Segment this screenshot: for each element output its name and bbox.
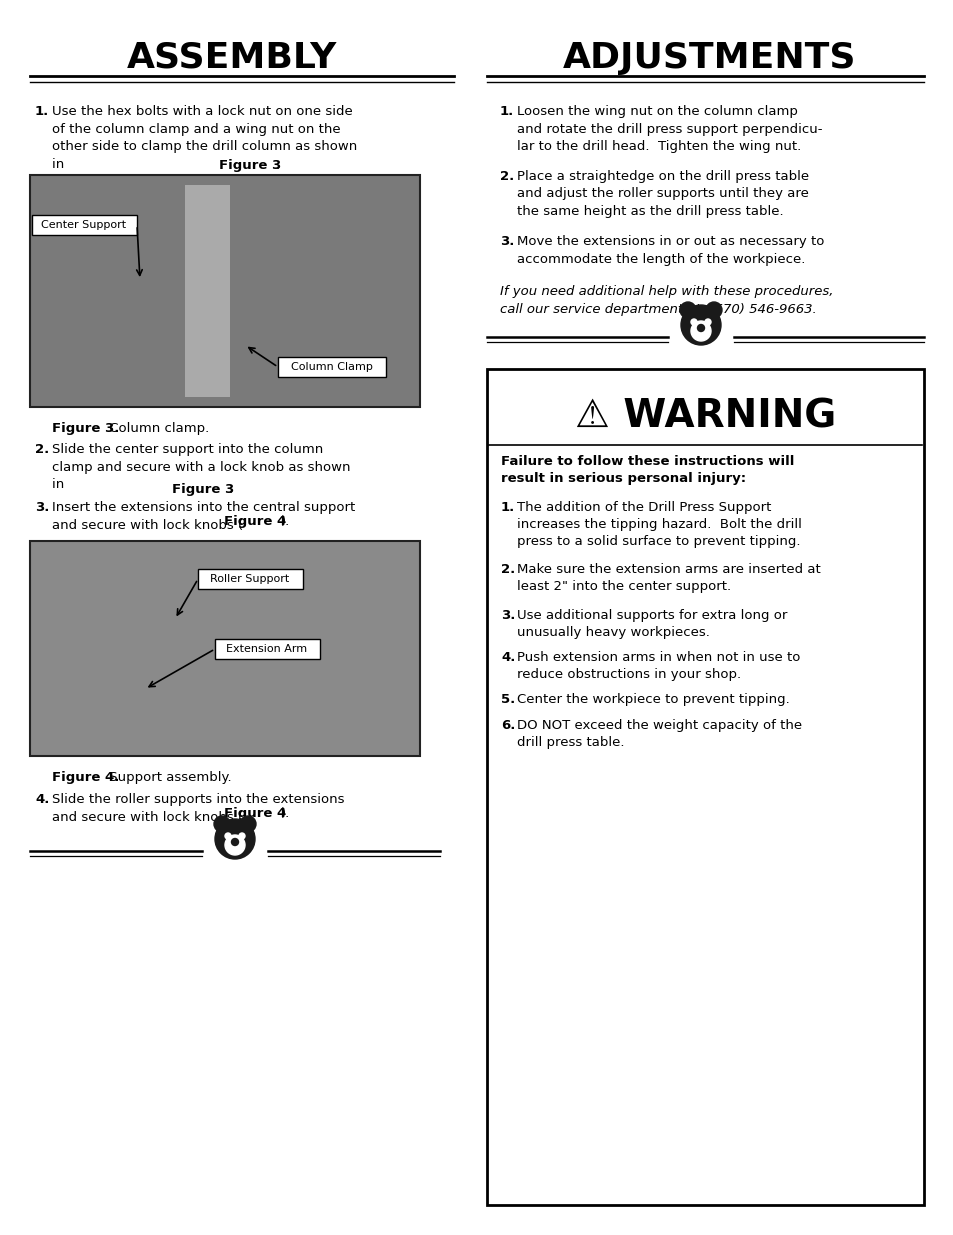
Circle shape (679, 303, 696, 317)
Text: Place a straightedge on the drill press table
and adjust the roller supports unt: Place a straightedge on the drill press … (517, 170, 808, 219)
Text: ASSEMBLY: ASSEMBLY (127, 41, 336, 75)
Text: Figure 4: Figure 4 (224, 806, 286, 820)
Bar (32, 215, 137, 235)
Text: Failure to follow these instructions will
result in serious personal injury:: Failure to follow these instructions wil… (500, 454, 794, 485)
Text: Figure 3: Figure 3 (172, 483, 234, 496)
Circle shape (697, 325, 703, 331)
Bar (277, 357, 386, 377)
Text: ⚠ WARNING: ⚠ WARNING (575, 398, 835, 436)
Text: ADJUSTMENTS: ADJUSTMENTS (562, 41, 856, 75)
Circle shape (214, 819, 254, 860)
Text: Support assembly.: Support assembly. (105, 771, 232, 784)
Circle shape (225, 835, 245, 855)
FancyBboxPatch shape (30, 175, 419, 408)
Bar (185, 185, 230, 396)
Circle shape (690, 321, 710, 341)
Text: .: . (275, 159, 280, 172)
Text: .: . (229, 483, 233, 496)
Text: 2.: 2. (35, 443, 50, 456)
Text: Insert the extensions into the central support
and secure with lock knobs (: Insert the extensions into the central s… (52, 501, 355, 531)
Bar (214, 638, 319, 659)
Circle shape (225, 832, 231, 839)
Text: 1.: 1. (499, 105, 514, 119)
Text: DO NOT exceed the weight capacity of the
drill press table.: DO NOT exceed the weight capacity of the… (517, 719, 801, 748)
Text: Figure 3: Figure 3 (219, 159, 281, 172)
Text: The addition of the Drill Press Support
increases the tipping hazard.  Bolt the : The addition of the Drill Press Support … (517, 501, 801, 548)
Circle shape (705, 303, 721, 317)
Text: Center Support: Center Support (41, 220, 127, 230)
Text: ).: ). (281, 806, 290, 820)
Text: Make sure the extension arms are inserted at
least 2" into the center support.: Make sure the extension arms are inserte… (517, 563, 820, 593)
Text: 3.: 3. (35, 501, 50, 514)
Text: Move the extensions in or out as necessary to
accommodate the length of the work: Move the extensions in or out as necessa… (517, 235, 823, 266)
FancyBboxPatch shape (30, 541, 419, 756)
Text: Loosen the wing nut on the column clamp
and rotate the drill press support perpe: Loosen the wing nut on the column clamp … (517, 105, 821, 153)
Text: Column clamp.: Column clamp. (105, 422, 209, 435)
Circle shape (232, 839, 238, 846)
Text: Use the hex bolts with a lock nut on one side
of the column clamp and a wing nut: Use the hex bolts with a lock nut on one… (52, 105, 356, 170)
Text: 6.: 6. (500, 719, 515, 732)
Text: If you need additional help with these procedures,
call our service department a: If you need additional help with these p… (499, 285, 833, 315)
Circle shape (213, 816, 230, 832)
Text: Column Clamp: Column Clamp (291, 362, 373, 372)
Text: 4.: 4. (500, 651, 515, 664)
Text: 3.: 3. (500, 609, 515, 622)
Text: Roller Support: Roller Support (211, 574, 290, 584)
Text: 2.: 2. (499, 170, 514, 183)
Text: Center the workpiece to prevent tipping.: Center the workpiece to prevent tipping. (517, 693, 789, 706)
Text: Extension Arm: Extension Arm (226, 643, 307, 655)
Text: 1.: 1. (500, 501, 515, 514)
Text: 2.: 2. (500, 563, 515, 576)
Text: Figure 4.: Figure 4. (52, 771, 119, 784)
Text: ).: ). (281, 515, 290, 529)
Text: Push extension arms in when not in use to
reduce obstructions in your shop.: Push extension arms in when not in use t… (517, 651, 800, 680)
Text: 4.: 4. (35, 793, 50, 806)
FancyBboxPatch shape (486, 369, 923, 1205)
Text: 5.: 5. (500, 693, 515, 706)
Text: Slide the roller supports into the extensions
and secure with lock knobs (: Slide the roller supports into the exten… (52, 793, 344, 824)
Text: 3.: 3. (499, 235, 514, 248)
Text: 1.: 1. (35, 105, 50, 119)
Text: Figure 3.: Figure 3. (52, 422, 119, 435)
Circle shape (239, 832, 245, 839)
Bar (198, 569, 303, 589)
Circle shape (690, 319, 697, 325)
Circle shape (680, 305, 720, 345)
Circle shape (240, 816, 255, 832)
Text: Figure 4: Figure 4 (224, 515, 286, 529)
Text: Slide the center support into the column
clamp and secure with a lock knob as sh: Slide the center support into the column… (52, 443, 350, 492)
Circle shape (704, 319, 710, 325)
Text: Use additional supports for extra long or
unusually heavy workpieces.: Use additional supports for extra long o… (517, 609, 786, 638)
